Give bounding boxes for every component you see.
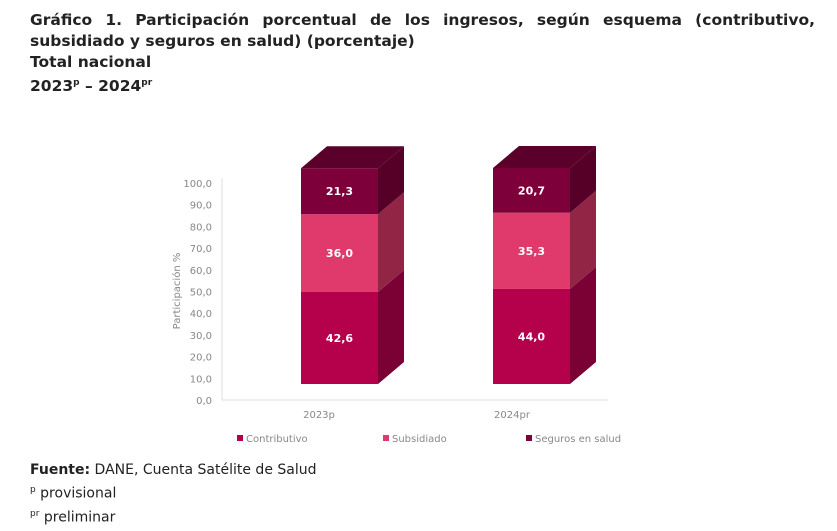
legend-label: Seguros en salud xyxy=(535,434,621,445)
data-label: 44,0 xyxy=(518,330,545,343)
y-tick-label: 100,0 xyxy=(183,179,212,190)
data-label: 20,7 xyxy=(518,184,545,197)
data-label: 42,6 xyxy=(326,332,353,345)
legend-label: Subsidiado xyxy=(392,434,447,445)
bar-segment-subsidiado xyxy=(493,212,570,289)
y-tick-label: 20,0 xyxy=(190,353,212,364)
legend-swatch xyxy=(526,435,532,441)
footer: Fuente: DANE, Cuenta Satélite de Salud p… xyxy=(30,460,317,527)
bar-side xyxy=(378,269,404,384)
y-tick-label: 30,0 xyxy=(190,331,212,342)
y-tick-label: 0,0 xyxy=(196,396,212,407)
bar-segment-contributivo xyxy=(493,288,570,384)
bar-side xyxy=(378,146,404,215)
bar-top xyxy=(301,146,404,169)
y-tick-label: 40,0 xyxy=(190,309,212,320)
y-tick-label: 50,0 xyxy=(190,288,212,299)
note-preliminar: pr preliminar xyxy=(30,508,116,526)
title-line1: Gráfico 1. Participación porcentual de l… xyxy=(30,11,815,50)
y-axis-label: Participación % xyxy=(171,253,183,330)
legend-swatch xyxy=(237,435,243,441)
y-tick-label: 90,0 xyxy=(190,201,212,212)
note-provisional: p provisional xyxy=(30,485,117,502)
legend-swatch xyxy=(383,435,389,441)
bar-side xyxy=(378,192,404,292)
data-label: 36,0 xyxy=(326,247,353,260)
y-tick-label: 60,0 xyxy=(190,266,212,277)
title-line3: 2023p – 2024pr xyxy=(30,77,153,96)
bar-segment-seguros-en-salud xyxy=(493,168,570,213)
bar-segment-contributivo xyxy=(301,291,378,384)
source: Fuente: DANE, Cuenta Satélite de Salud xyxy=(30,462,317,478)
y-tick-label: 10,0 xyxy=(190,374,212,385)
data-label: 21,3 xyxy=(326,185,353,198)
bar-side xyxy=(570,146,596,213)
x-tick-label: 2023p xyxy=(303,410,335,421)
bar-side xyxy=(570,190,596,289)
chart-title: Gráfico 1. Participación porcentual de l… xyxy=(30,10,815,97)
bar-segment-subsidiado xyxy=(301,214,378,292)
bar-segment-seguros-en-salud xyxy=(301,168,378,215)
y-tick-label: 70,0 xyxy=(190,244,212,255)
x-tick-label: 2024pr xyxy=(494,410,531,421)
title-line2: Total nacional xyxy=(30,53,152,71)
bar-side xyxy=(570,266,596,384)
legend-label: Contributivo xyxy=(246,434,308,445)
data-label: 35,3 xyxy=(518,245,545,258)
y-tick-label: 80,0 xyxy=(190,222,212,233)
bar-top xyxy=(493,146,596,168)
